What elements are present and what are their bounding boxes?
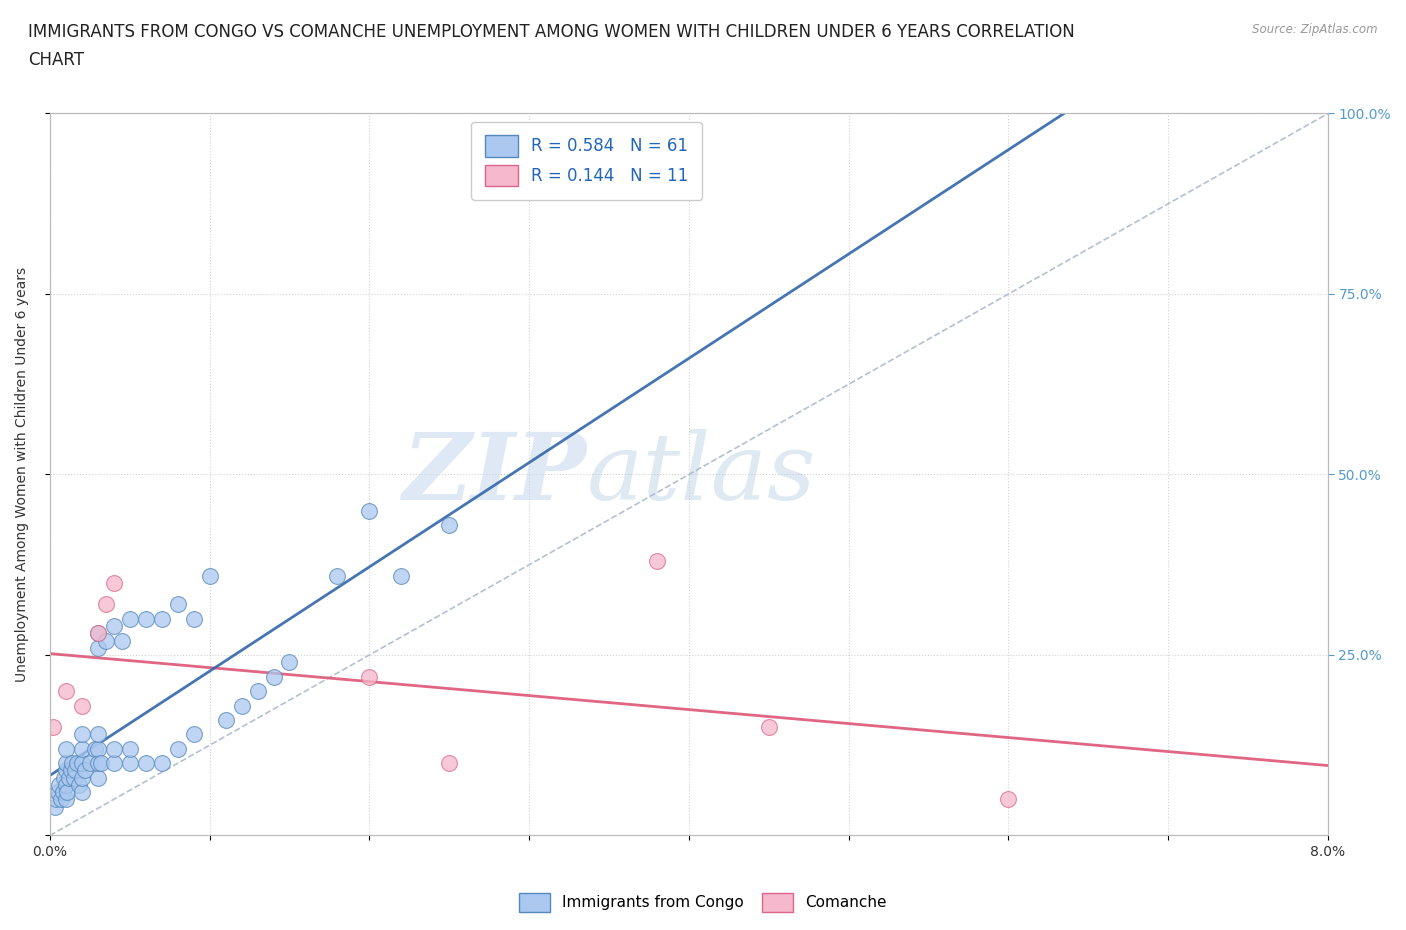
Text: IMMIGRANTS FROM CONGO VS COMANCHE UNEMPLOYMENT AMONG WOMEN WITH CHILDREN UNDER 6: IMMIGRANTS FROM CONGO VS COMANCHE UNEMPL…	[28, 23, 1074, 41]
Point	[48, 777, 70, 792]
Point	[103, 756, 125, 771]
Y-axis label: Unemployment Among Women with Children Under 6 years: Unemployment Among Women with Children U…	[15, 267, 30, 682]
Point	[118, 611, 141, 626]
Point	[55, 741, 77, 756]
Point	[46, 785, 69, 800]
Point	[45, 792, 67, 807]
Point	[278, 655, 301, 670]
Point	[65, 763, 87, 777]
Point	[55, 684, 77, 698]
Point	[359, 670, 381, 684]
Point	[60, 756, 83, 771]
Point	[70, 785, 93, 800]
Point	[58, 770, 80, 785]
Text: atlas: atlas	[586, 430, 815, 520]
Point	[67, 777, 90, 792]
Point	[439, 756, 461, 771]
Point	[66, 756, 89, 771]
Point	[94, 633, 117, 648]
Point	[103, 576, 125, 591]
Point	[183, 727, 205, 742]
Text: ZIP: ZIP	[402, 430, 586, 520]
Point	[70, 741, 93, 756]
Point	[79, 756, 101, 771]
Point	[87, 770, 110, 785]
Point	[166, 597, 188, 612]
Text: CHART: CHART	[28, 51, 84, 69]
Point	[111, 633, 134, 648]
Point	[70, 727, 93, 742]
Legend: R = 0.584   N = 61, R = 0.144   N = 11: R = 0.584 N = 61, R = 0.144 N = 11	[471, 122, 702, 200]
Point	[359, 503, 381, 518]
Point	[87, 626, 110, 641]
Point	[246, 684, 269, 698]
Point	[62, 770, 84, 785]
Point	[150, 756, 173, 771]
Point	[90, 756, 112, 771]
Point	[997, 792, 1019, 807]
Point	[135, 756, 157, 771]
Point	[87, 756, 110, 771]
Point	[214, 712, 236, 727]
Point	[103, 741, 125, 756]
Point	[389, 568, 412, 583]
Point	[55, 792, 77, 807]
Point	[44, 799, 66, 814]
Point	[150, 611, 173, 626]
Point	[166, 741, 188, 756]
Point	[87, 727, 110, 742]
Point	[87, 741, 110, 756]
Point	[118, 741, 141, 756]
Point	[70, 698, 93, 713]
Point	[263, 670, 285, 684]
Point	[135, 611, 157, 626]
Point	[70, 756, 93, 771]
Point	[70, 770, 93, 785]
Point	[49, 792, 72, 807]
Legend: Immigrants from Congo, Comanche: Immigrants from Congo, Comanche	[513, 887, 893, 918]
Point	[55, 756, 77, 771]
Point	[758, 720, 780, 735]
Point	[56, 785, 79, 800]
Text: Source: ZipAtlas.com: Source: ZipAtlas.com	[1253, 23, 1378, 36]
Point	[55, 777, 77, 792]
Point	[183, 611, 205, 626]
Point	[59, 763, 82, 777]
Point	[53, 770, 76, 785]
Point	[198, 568, 221, 583]
Point	[87, 641, 110, 656]
Point	[55, 763, 77, 777]
Point	[73, 763, 96, 777]
Point	[326, 568, 349, 583]
Point	[118, 756, 141, 771]
Point	[645, 553, 668, 568]
Point	[439, 518, 461, 533]
Point	[103, 618, 125, 633]
Point	[42, 720, 65, 735]
Point	[83, 741, 105, 756]
Point	[52, 785, 75, 800]
Point	[231, 698, 253, 713]
Point	[94, 597, 117, 612]
Point	[87, 626, 110, 641]
